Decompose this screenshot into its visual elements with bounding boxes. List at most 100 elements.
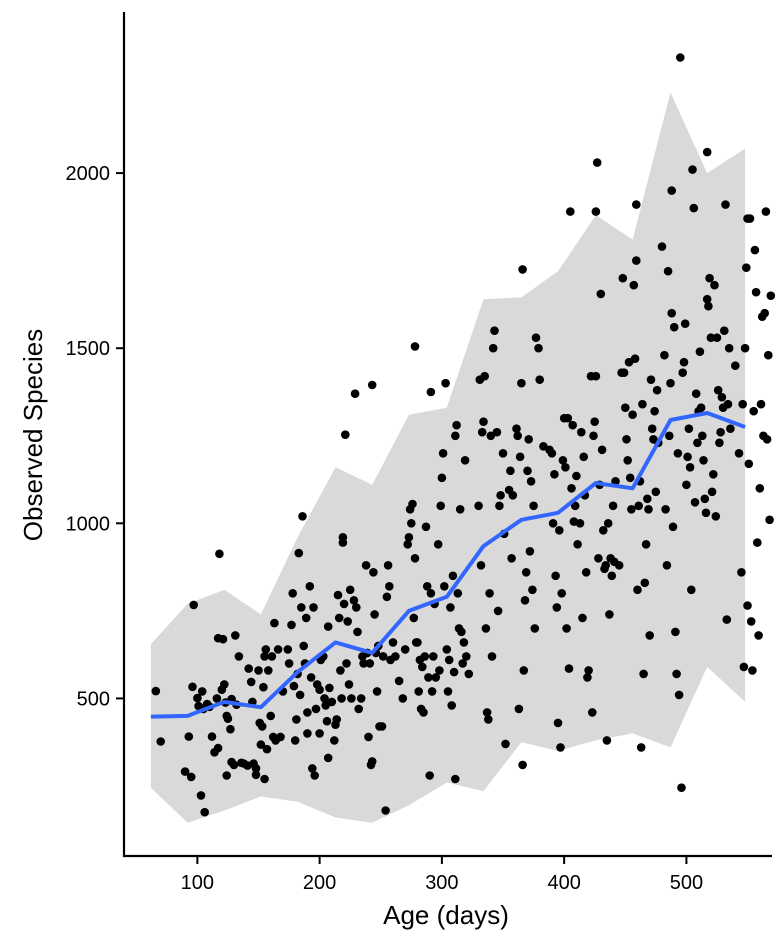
data-point-223 <box>512 424 521 434</box>
data-point-385 <box>723 399 733 409</box>
data-point-294 <box>608 501 618 511</box>
x-tick-label-300: 300 <box>425 872 458 894</box>
data-point-23 <box>220 680 229 689</box>
data-point-350 <box>682 480 691 490</box>
data-point-388 <box>731 361 740 371</box>
data-point-355 <box>688 165 697 174</box>
data-point-273 <box>583 673 592 682</box>
data-point-389 <box>734 449 744 458</box>
data-point-384 <box>722 615 732 624</box>
data-point-387 <box>726 424 735 434</box>
data-point-106 <box>339 599 349 609</box>
data-point-362 <box>696 403 706 413</box>
data-point-252 <box>556 743 565 752</box>
data-point-166 <box>426 589 436 598</box>
data-point-357 <box>690 498 700 507</box>
data-point-399 <box>746 617 756 626</box>
data-point-20 <box>215 549 224 559</box>
data-point-233 <box>523 466 532 476</box>
data-point-326 <box>650 406 659 416</box>
data-point-65 <box>288 589 298 598</box>
data-point-109 <box>343 617 353 626</box>
data-point-274 <box>584 666 593 675</box>
data-point-78 <box>303 729 312 738</box>
data-point-62 <box>283 645 293 654</box>
data-point-144 <box>398 694 408 703</box>
data-point-108 <box>342 659 351 668</box>
data-point-348 <box>679 357 689 367</box>
data-point-288 <box>601 561 610 570</box>
data-point-342 <box>672 669 681 679</box>
data-point-320 <box>643 494 652 504</box>
data-point-48 <box>259 682 268 692</box>
data-point-135 <box>378 652 388 661</box>
data-point-370 <box>705 273 714 283</box>
data-point-118 <box>356 694 366 703</box>
data-point-201 <box>477 427 487 437</box>
data-point-276 <box>588 708 597 717</box>
y-axis-title: Observed Species <box>18 329 48 541</box>
data-point-32 <box>231 631 240 640</box>
trend-line <box>150 411 746 719</box>
data-point-198 <box>474 501 483 511</box>
data-point-286 <box>599 526 608 535</box>
data-point-245 <box>547 449 557 458</box>
data-point-90 <box>320 694 329 703</box>
data-point-107 <box>341 430 350 440</box>
x-tick-label-500: 500 <box>670 872 703 894</box>
data-point-22 <box>218 634 228 644</box>
data-point-176 <box>438 449 448 458</box>
data-point-53 <box>264 666 273 675</box>
data-point-319 <box>641 540 651 549</box>
data-point-153 <box>410 342 420 351</box>
data-point-322 <box>645 631 654 640</box>
data-point-212 <box>492 427 502 437</box>
data-point-19 <box>213 743 223 753</box>
data-point-404 <box>753 538 762 547</box>
data-point-282 <box>594 554 603 563</box>
data-point-365 <box>700 494 710 504</box>
data-point-168 <box>427 687 437 696</box>
data-point-120 <box>359 659 368 668</box>
data-point-349 <box>680 319 690 329</box>
y-tick-label-2000: 2000 <box>66 163 111 185</box>
data-point-6 <box>189 600 198 610</box>
data-point-343 <box>673 449 683 458</box>
data-point-51 <box>261 645 271 654</box>
data-point-70 <box>294 548 304 558</box>
data-point-225 <box>514 704 524 714</box>
x-tick-label-100: 100 <box>181 872 214 894</box>
data-point-227 <box>517 378 526 388</box>
trend-line-layer <box>150 411 746 719</box>
data-point-332 <box>661 505 670 514</box>
data-point-327 <box>651 487 661 497</box>
data-point-147 <box>404 533 414 542</box>
data-point-99 <box>332 715 342 724</box>
data-point-358 <box>691 389 701 399</box>
data-point-52 <box>262 744 272 754</box>
data-point-310 <box>632 256 641 265</box>
data-point-162 <box>421 522 431 532</box>
data-point-115 <box>352 603 361 612</box>
data-point-347 <box>678 368 687 378</box>
data-point-143 <box>394 676 404 686</box>
data-point-155 <box>413 638 422 647</box>
data-point-414 <box>765 515 774 525</box>
data-point-229 <box>518 265 527 274</box>
data-point-76 <box>301 613 311 623</box>
data-point-145 <box>400 645 410 654</box>
data-point-396 <box>743 601 752 610</box>
data-point-374 <box>710 280 719 290</box>
data-point-230 <box>519 666 529 675</box>
data-point-67 <box>290 736 300 745</box>
data-point-101 <box>334 613 344 623</box>
confidence-band-layer <box>150 92 746 823</box>
data-point-96 <box>327 697 337 707</box>
data-point-59 <box>273 645 283 654</box>
data-point-26 <box>222 771 231 780</box>
data-point-352 <box>684 424 694 434</box>
data-point-303 <box>623 456 632 465</box>
data-point-378 <box>715 438 724 448</box>
data-point-87 <box>315 729 324 738</box>
data-point-406 <box>755 484 765 493</box>
